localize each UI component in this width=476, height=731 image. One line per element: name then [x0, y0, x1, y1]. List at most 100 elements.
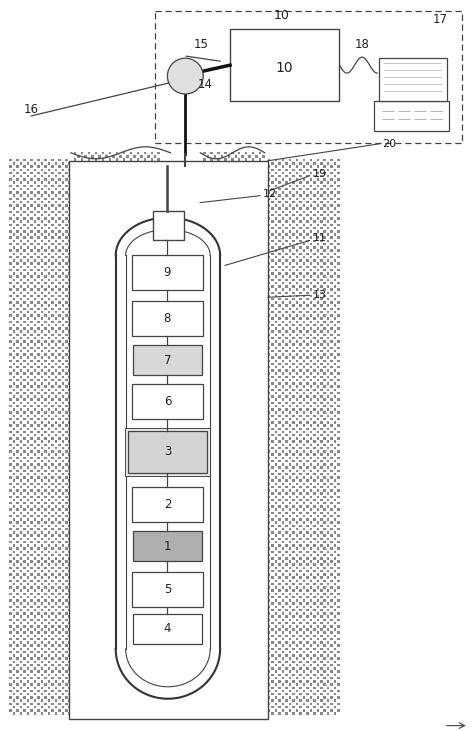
Bar — [69, 201, 71, 203]
Bar — [37, 605, 40, 608]
Bar — [30, 243, 33, 246]
Bar — [285, 628, 288, 631]
Bar — [313, 401, 316, 404]
Bar — [51, 457, 54, 459]
Bar — [309, 379, 312, 382]
Bar — [303, 457, 305, 459]
Bar — [48, 337, 50, 339]
Bar — [13, 298, 15, 300]
Bar — [137, 164, 139, 167]
Bar — [334, 324, 337, 327]
Bar — [324, 327, 326, 330]
Bar — [320, 609, 323, 611]
Bar — [58, 269, 60, 271]
Bar — [324, 450, 326, 452]
Bar — [275, 224, 277, 226]
Bar — [20, 401, 22, 404]
Bar — [296, 632, 298, 634]
Bar — [299, 389, 302, 391]
Bar — [313, 661, 316, 663]
Bar — [40, 356, 43, 359]
Bar — [16, 580, 19, 582]
Bar — [220, 155, 223, 158]
Bar — [278, 609, 281, 611]
Bar — [88, 171, 90, 174]
Bar — [282, 560, 284, 563]
Bar — [278, 246, 281, 249]
Bar — [65, 638, 68, 640]
Bar — [278, 389, 281, 391]
Bar — [48, 363, 50, 366]
Bar — [51, 696, 54, 699]
Bar — [296, 489, 298, 491]
Bar — [309, 412, 312, 414]
Bar — [13, 550, 15, 553]
Bar — [306, 162, 308, 164]
Bar — [61, 279, 64, 281]
Bar — [299, 260, 302, 262]
Bar — [292, 525, 295, 527]
Bar — [10, 476, 12, 479]
Bar — [10, 632, 12, 634]
Bar — [51, 333, 54, 336]
Bar — [324, 670, 326, 673]
Bar — [58, 165, 60, 167]
Bar — [292, 686, 295, 689]
Bar — [292, 602, 295, 605]
Bar — [10, 683, 12, 686]
Bar — [13, 227, 15, 230]
Bar — [40, 253, 43, 255]
Bar — [306, 382, 308, 385]
Bar — [20, 589, 22, 592]
Bar — [303, 211, 305, 213]
Bar — [88, 164, 90, 167]
Bar — [324, 398, 326, 401]
Bar — [334, 265, 337, 268]
Bar — [20, 356, 22, 359]
Bar — [275, 340, 277, 343]
Bar — [16, 534, 19, 537]
Bar — [320, 706, 323, 708]
Bar — [289, 515, 291, 518]
Bar — [23, 444, 26, 446]
Bar — [51, 521, 54, 524]
Bar — [317, 418, 319, 420]
Bar — [317, 534, 319, 537]
Bar — [48, 220, 50, 223]
Bar — [285, 401, 288, 404]
Bar — [220, 162, 223, 164]
Bar — [289, 670, 291, 673]
Bar — [61, 596, 64, 599]
Bar — [271, 635, 274, 637]
Bar — [320, 700, 323, 702]
Bar — [10, 373, 12, 375]
Bar — [337, 618, 340, 621]
Bar — [44, 521, 47, 524]
Bar — [268, 573, 270, 576]
Bar — [30, 599, 33, 602]
Bar — [48, 395, 50, 398]
Bar — [296, 385, 298, 388]
Bar — [327, 544, 329, 547]
Bar — [13, 466, 15, 469]
Bar — [324, 463, 326, 466]
Bar — [313, 337, 316, 339]
Bar — [309, 586, 312, 588]
Bar — [34, 421, 36, 423]
Bar — [61, 673, 64, 676]
Bar — [268, 702, 270, 705]
Polygon shape — [379, 58, 447, 101]
Bar — [303, 605, 305, 608]
Bar — [292, 175, 295, 178]
Bar — [69, 272, 71, 275]
Bar — [317, 612, 319, 615]
Bar — [20, 240, 22, 242]
Bar — [299, 512, 302, 514]
Bar — [61, 512, 64, 514]
Bar — [313, 305, 316, 307]
Bar — [292, 272, 295, 275]
Bar — [20, 473, 22, 475]
Bar — [27, 537, 29, 540]
Bar — [55, 389, 57, 391]
Bar — [69, 583, 71, 586]
